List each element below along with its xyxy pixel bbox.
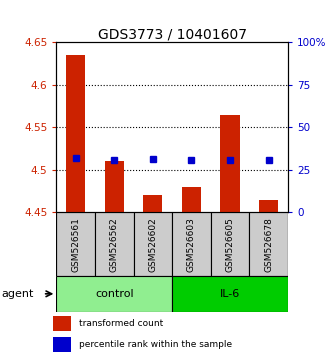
Bar bbox=[249, 212, 288, 276]
Text: GSM526562: GSM526562 bbox=[110, 217, 119, 272]
Text: GSM526602: GSM526602 bbox=[148, 217, 157, 272]
Bar bbox=[133, 212, 172, 276]
Bar bbox=[56, 276, 172, 312]
Text: control: control bbox=[95, 289, 133, 299]
Text: agent: agent bbox=[2, 289, 34, 299]
Bar bbox=[172, 212, 211, 276]
Bar bbox=[53, 316, 71, 331]
Text: GSM526603: GSM526603 bbox=[187, 217, 196, 272]
Text: IL-6: IL-6 bbox=[220, 289, 240, 299]
Bar bbox=[172, 276, 288, 312]
Bar bbox=[211, 212, 249, 276]
Text: GSM526561: GSM526561 bbox=[71, 217, 80, 272]
Bar bbox=[143, 195, 163, 212]
Bar bbox=[95, 212, 133, 276]
Bar bbox=[53, 337, 71, 352]
Text: percentile rank within the sample: percentile rank within the sample bbox=[79, 340, 233, 349]
Text: GSM526678: GSM526678 bbox=[264, 217, 273, 272]
Bar bbox=[105, 161, 124, 212]
Title: GDS3773 / 10401607: GDS3773 / 10401607 bbox=[98, 27, 247, 41]
Bar bbox=[182, 187, 201, 212]
Bar bbox=[259, 200, 278, 212]
Text: transformed count: transformed count bbox=[79, 319, 164, 328]
Bar bbox=[220, 115, 240, 212]
Text: GSM526605: GSM526605 bbox=[225, 217, 235, 272]
Bar bbox=[66, 55, 85, 212]
Bar bbox=[56, 212, 95, 276]
